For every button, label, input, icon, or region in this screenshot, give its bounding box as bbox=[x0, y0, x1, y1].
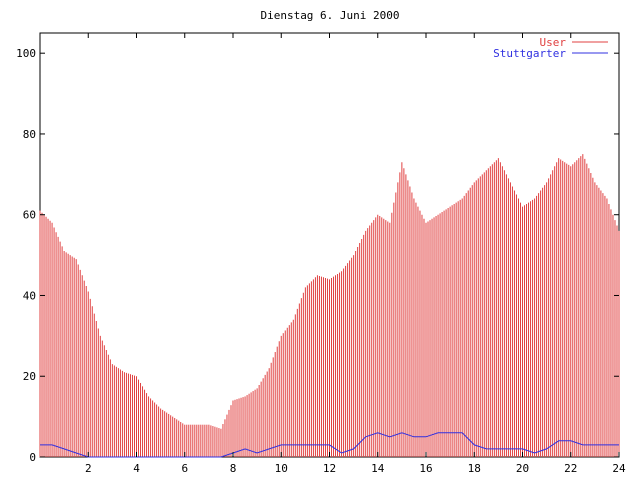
y-tick-label: 100 bbox=[16, 47, 36, 60]
x-tick-label: 20 bbox=[516, 462, 529, 475]
legend-stuttgarter-label: Stuttgarter bbox=[493, 47, 566, 60]
legend: User Stuttgarter bbox=[493, 36, 608, 60]
x-tick-label: 24 bbox=[612, 462, 626, 475]
y-tick-label: 80 bbox=[23, 128, 36, 141]
x-tick-label: 4 bbox=[133, 462, 140, 475]
y-tick-label: 40 bbox=[23, 289, 36, 302]
user-bars bbox=[39, 154, 620, 457]
y-tick-label: 20 bbox=[23, 370, 36, 383]
y-tick-label: 0 bbox=[29, 451, 36, 464]
x-tick-label: 18 bbox=[468, 462, 481, 475]
x-tick-label: 2 bbox=[85, 462, 92, 475]
x-tick-label: 16 bbox=[419, 462, 432, 475]
x-tick-label: 14 bbox=[371, 462, 385, 475]
x-tick-label: 12 bbox=[323, 462, 336, 475]
chart-title: Dienstag 6. Juni 2000 bbox=[260, 9, 399, 22]
y-tick-label: 60 bbox=[23, 209, 36, 222]
x-tick-label: 8 bbox=[230, 462, 237, 475]
x-tick-label: 10 bbox=[275, 462, 288, 475]
x-tick-label: 6 bbox=[181, 462, 188, 475]
x-tick-label: 22 bbox=[564, 462, 577, 475]
legend-user-label: User bbox=[540, 36, 567, 49]
